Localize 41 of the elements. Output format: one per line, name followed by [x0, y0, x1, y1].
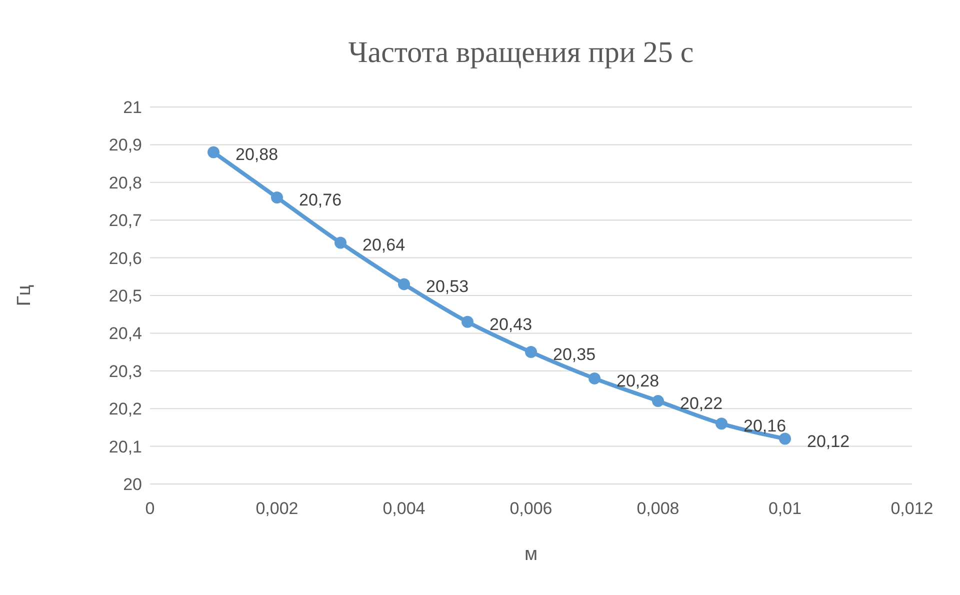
chart-title: Частота вращения при 25 с [348, 36, 694, 69]
x-tick-label: 0,006 [510, 499, 552, 518]
data-label: 20,88 [236, 145, 278, 164]
data-label: 20,22 [680, 394, 723, 414]
x-tick-label: 0,008 [636, 499, 680, 518]
y-tick-label: 20,1 [108, 437, 142, 456]
point [588, 372, 600, 384]
x-tick-label: 0,002 [256, 499, 298, 518]
point [462, 316, 474, 328]
point [779, 432, 791, 445]
y-tick-label: 20,9 [108, 136, 142, 155]
y-tick-label: 20,2 [108, 400, 142, 419]
data-label: 20,53 [426, 277, 469, 296]
data-label: 20,28 [616, 371, 660, 390]
y-axis-title: Гц [14, 284, 35, 306]
x-tick-label: 0,01 [768, 499, 802, 518]
y-tick-label: 21 [123, 98, 142, 117]
y-tick-label: 20,3 [108, 362, 142, 381]
x-tick-label: 0 [145, 499, 155, 518]
x-tick-label: 0,004 [382, 499, 426, 518]
data-label: 20,43 [490, 314, 532, 334]
y-tick-label: 20,7 [108, 211, 142, 230]
x-tick-label: 0,012 [890, 499, 934, 518]
data-label: 20,12 [807, 432, 850, 451]
y-tick-label: 20,8 [108, 173, 142, 192]
data-label: 20,16 [744, 416, 786, 436]
y-tick-label: 20,4 [108, 324, 142, 344]
x-axis-title: м [524, 544, 538, 565]
data-label: 20,35 [553, 345, 596, 364]
data-label: 20,64 [362, 236, 406, 255]
point [271, 191, 283, 204]
y-tick-label: 20,5 [108, 286, 142, 306]
data-label: 20,76 [299, 190, 342, 210]
y-tick-label: 20 [123, 474, 142, 494]
point [334, 236, 346, 249]
point [716, 418, 728, 430]
point [398, 278, 410, 290]
point [652, 395, 664, 408]
point [525, 346, 537, 358]
y-tick-label: 20,6 [108, 248, 142, 268]
point [208, 146, 220, 158]
